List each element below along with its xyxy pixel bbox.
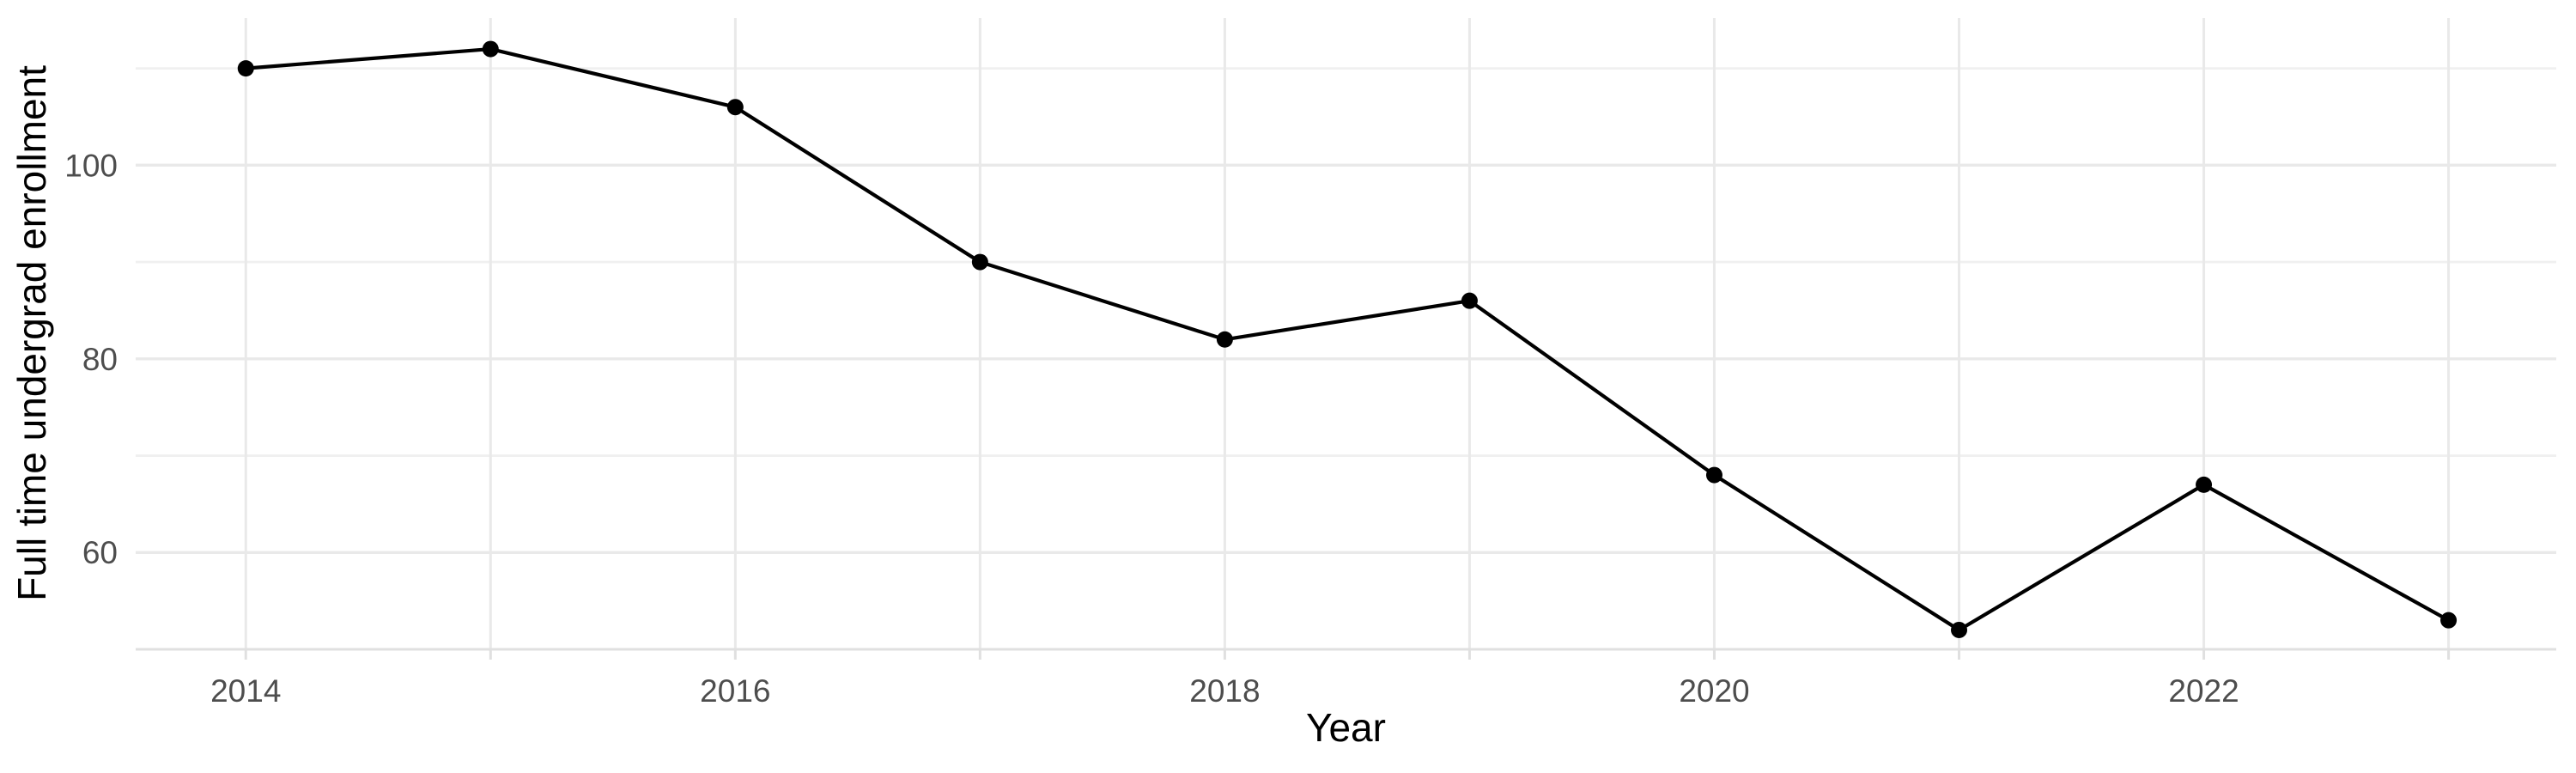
data-point-2022: [2196, 476, 2213, 493]
data-point-2014: [237, 60, 254, 77]
x-tick-label: 2016: [700, 673, 770, 709]
data-point-2019: [1461, 292, 1478, 309]
x-axis-title: Year: [1306, 705, 1386, 750]
x-tick-label: 2022: [2168, 673, 2239, 709]
x-tick-label: 2018: [1189, 673, 1260, 709]
y-axis-title: Full time undergrad enrollment: [9, 65, 54, 601]
y-tick-label: 60: [82, 535, 118, 570]
data-point-2016: [726, 99, 744, 116]
data-point-2021: [1951, 621, 1968, 638]
y-tick-label: 80: [82, 342, 118, 377]
data-point-2020: [1705, 466, 1722, 484]
data-point-2017: [971, 253, 988, 271]
x-tick-label: 2020: [1679, 673, 1749, 709]
y-tick-label: 100: [64, 148, 118, 183]
x-tick-label: 2014: [210, 673, 281, 709]
enrollment-trend-line: [244, 46, 2451, 632]
data-point-2015: [482, 40, 499, 58]
data-point-2018: [1216, 331, 1233, 348]
data-point-2023: [2440, 612, 2458, 629]
